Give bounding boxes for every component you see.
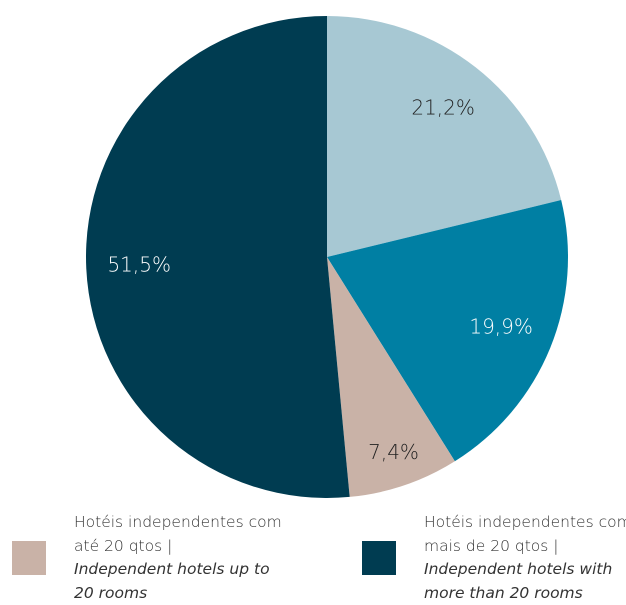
legend-swatch	[12, 541, 46, 575]
legend-swatch	[362, 541, 396, 575]
data-label: 7,4%	[368, 440, 419, 464]
legend-label-en: Independent hotels with more than 20 roo…	[424, 560, 613, 602]
legend-label-en: Independent hotels up to 20 rooms	[74, 560, 270, 602]
legend-text: Hotéis independentes com até 20 qtos | In…	[74, 511, 284, 605]
legend-label: Hotéis independentes com até 20 qtos |	[74, 513, 282, 555]
pie-slice	[86, 16, 350, 498]
legend-label: Hotéis independentes com mais de 20 qtos…	[424, 513, 626, 555]
pie-slice	[327, 16, 562, 257]
data-label: 19,9%	[469, 314, 533, 338]
legend-item: Hotéis independentes com mais de 20 qtos…	[362, 511, 626, 605]
legend-item: Hotéis independentes com até 20 qtos | In…	[12, 511, 284, 605]
data-label: 21,2%	[411, 96, 475, 120]
legend-text: Hotéis independentes com mais de 20 qtos…	[424, 511, 626, 605]
data-label: 51,5%	[107, 252, 171, 276]
pie-slice	[327, 200, 568, 462]
pie-slice	[327, 257, 455, 497]
